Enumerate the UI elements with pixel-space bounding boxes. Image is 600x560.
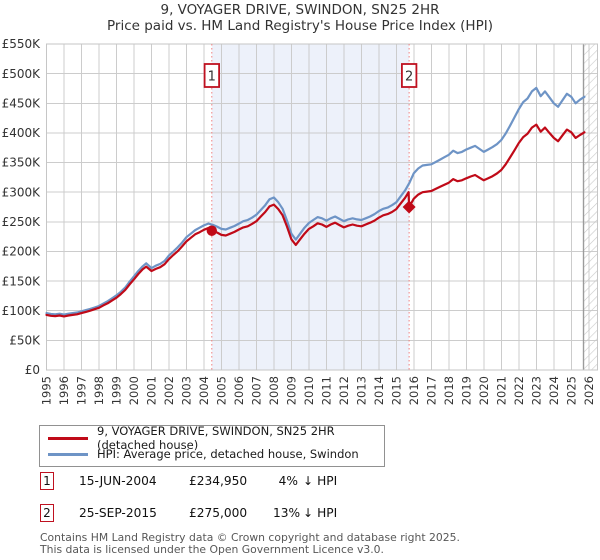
svg-text:2023: 2023	[529, 376, 543, 405]
plot-border	[46, 43, 598, 371]
svg-text:2016: 2016	[407, 376, 421, 405]
chart-titles: 9, VOYAGER DRIVE, SWINDON, SN25 2HR Pric…	[0, 2, 600, 34]
svg-text:2002: 2002	[162, 376, 176, 405]
sale-number-badge: 1	[40, 472, 54, 490]
sale-marker-2	[402, 200, 416, 214]
svg-text:2019: 2019	[460, 376, 474, 405]
future-hatch	[583, 44, 598, 370]
sales-table: 1 15-JUN-2004 £234,950 4% ↓ HPI 2 25-SEP…	[40, 471, 337, 535]
svg-text:1999: 1999	[110, 376, 124, 405]
sale-hpi-delta-label: ↓ HPI	[303, 506, 338, 520]
svg-text:2015: 2015	[390, 376, 404, 405]
hpi-line-swatch	[48, 452, 88, 456]
chart-legend: 9, VOYAGER DRIVE, SWINDON, SN25 2HR (det…	[39, 424, 385, 467]
svg-text:£0: £0	[25, 363, 40, 377]
x-axis-labels: 1995 1996 1997 1998 1999 2000 2001 2002 2003 2004…	[40, 376, 596, 405]
svg-text:£250K: £250K	[2, 215, 42, 229]
legend-item-hpi: HPI: Average price, detached house, Swin…	[48, 446, 376, 462]
svg-text:£500K: £500K	[2, 67, 42, 81]
svg-text:2: 2	[405, 70, 413, 85]
legend-item-property: 9, VOYAGER DRIVE, SWINDON, SN25 2HR (det…	[48, 424, 376, 452]
svg-text:£50K: £50K	[9, 334, 41, 348]
svg-text:£400K: £400K	[2, 126, 42, 140]
svg-text:1996: 1996	[57, 376, 71, 405]
svg-text:£300K: £300K	[2, 185, 42, 199]
page-title: 9, VOYAGER DRIVE, SWINDON, SN25 2HR	[160, 2, 440, 18]
sale-row-1: 1 15-JUN-2004 £234,950 4% ↓ HPI	[40, 471, 337, 491]
svg-text:£550K: £550K	[2, 37, 42, 51]
svg-text:2007: 2007	[250, 376, 264, 405]
footer-line-1: Contains HM Land Registry data © Crown c…	[40, 531, 460, 544]
svg-text:2014: 2014	[372, 376, 386, 405]
sale-date: 25-SEP-2015	[79, 506, 157, 520]
sale-row-2: 2 25-SEP-2015 £275,000 13% ↓ HPI	[40, 503, 337, 523]
svg-text:£350K: £350K	[2, 156, 42, 170]
svg-text:2003: 2003	[180, 376, 194, 405]
sale-marker-1	[206, 225, 217, 236]
sale-flag-2: 2	[401, 63, 418, 88]
sale-hpi-delta-pct: 13%	[273, 506, 301, 520]
svg-text:1995: 1995	[40, 376, 54, 405]
svg-text:2021: 2021	[494, 376, 508, 405]
sale-number-badge: 2	[40, 504, 54, 522]
sale-hpi-delta-label: ↓ HPI	[303, 474, 338, 488]
svg-text:1997: 1997	[75, 376, 89, 405]
price-chart: 1 2 £0 £50K £100K £150K £200K £250K £300K £350K £4…	[2, 37, 598, 405]
sale-date: 15-JUN-2004	[79, 474, 157, 488]
svg-text:2009: 2009	[285, 376, 299, 405]
y-axis-labels: £0 £50K £100K £150K £200K £250K £300K £350K £400…	[2, 37, 42, 377]
svg-text:£100K: £100K	[2, 304, 42, 318]
svg-text:2004: 2004	[197, 376, 211, 405]
svg-text:2000: 2000	[127, 376, 141, 405]
legend-item-label: 9, VOYAGER DRIVE, SWINDON, SN25 2HR (det…	[97, 424, 335, 452]
svg-text:2017: 2017	[425, 376, 439, 405]
svg-text:1998: 1998	[92, 376, 106, 405]
property-series-line	[45, 123, 586, 318]
svg-text:£150K: £150K	[2, 274, 42, 288]
svg-text:2026: 2026	[582, 376, 596, 405]
footer-line-2: This data is licensed under the Open Gov…	[40, 542, 384, 556]
svg-text:2018: 2018	[442, 376, 456, 405]
sale-hpi-delta-pct: 4%	[278, 474, 298, 488]
svg-text:£200K: £200K	[2, 245, 42, 259]
svg-text:2024: 2024	[547, 376, 561, 405]
svg-text:2008: 2008	[267, 376, 281, 405]
sale-price: £234,950	[189, 474, 248, 488]
sale-flag-1: 1	[203, 63, 221, 88]
hpi-series-line	[45, 86, 586, 316]
svg-text:2006: 2006	[232, 376, 246, 405]
between-sales-band	[211, 44, 410, 370]
svg-text:£450K: £450K	[2, 96, 42, 110]
sale-price: £275,000	[189, 506, 248, 520]
svg-text:2001: 2001	[145, 376, 159, 405]
property-line-swatch	[48, 436, 88, 440]
license-footer: Contains HM Land Registry data © Crown c…	[40, 532, 460, 555]
svg-text:2025: 2025	[564, 376, 578, 405]
legend-item-label: HPI: Average price, detached house, Swin…	[97, 447, 359, 461]
svg-text:2013: 2013	[355, 376, 369, 405]
page-subtitle: Price paid vs. HM Land Registry's House …	[107, 18, 493, 34]
svg-text:2011: 2011	[320, 376, 334, 405]
svg-text:2022: 2022	[512, 376, 526, 405]
svg-text:2010: 2010	[302, 376, 316, 405]
svg-text:2005: 2005	[215, 376, 229, 405]
svg-text:2020: 2020	[477, 376, 491, 405]
svg-text:1: 1	[208, 70, 216, 85]
svg-text:2012: 2012	[337, 376, 351, 405]
